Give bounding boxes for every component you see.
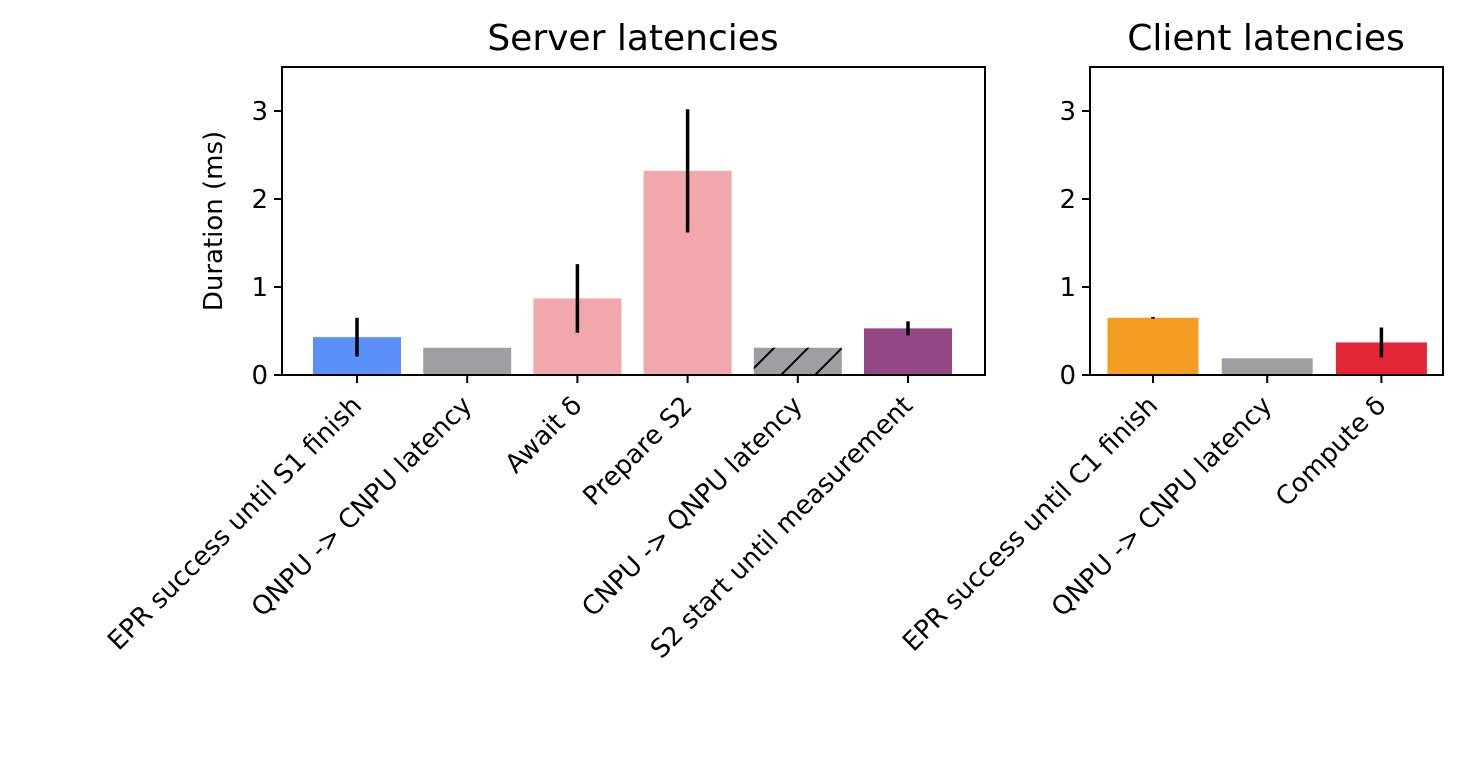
client-panel: Client latencies 0 1 2 3 EPR success until … xyxy=(897,18,1444,658)
server-x-tick-label: Prepare S2 xyxy=(577,391,698,512)
server-bar xyxy=(753,347,842,375)
server-bars xyxy=(313,170,952,375)
client-bars xyxy=(1107,317,1427,375)
server-y-tick-label: 1 xyxy=(251,273,268,303)
server-bar xyxy=(423,347,512,375)
client-y-tick-label: 3 xyxy=(1059,97,1076,127)
server-y-tick-label: 3 xyxy=(251,97,268,127)
server-title: Server latencies xyxy=(487,18,778,59)
server-y-axis-label: Duration (ms) xyxy=(199,131,229,311)
server-error-bars xyxy=(355,109,910,357)
client-title: Client latencies xyxy=(1127,18,1405,59)
server-x-tick-label: Await δ xyxy=(500,391,589,480)
server-x-tick-label: CNPU -> QNPU latency xyxy=(577,391,809,623)
client-bar xyxy=(1107,317,1199,375)
client-y-tick-label: 1 xyxy=(1059,273,1076,303)
server-y-tick-label: 2 xyxy=(251,185,268,215)
server-x-tick-label: QNPU -> CNPU latency xyxy=(246,391,478,623)
server-bar xyxy=(864,328,952,375)
client-x-tick-label: QNPU -> CNPU latency xyxy=(1046,391,1278,623)
server-plot-frame xyxy=(281,66,986,376)
client-y-tick-label: 0 xyxy=(1059,361,1076,391)
server-y-tick-label: 0 xyxy=(251,361,268,391)
server-y-ticks: 0 1 2 3 xyxy=(251,97,282,391)
client-bar xyxy=(1221,358,1313,375)
server-panel: Server latencies Duration (ms) 0 1 2 3 EPR … xyxy=(102,18,986,665)
client-x-tick-label: Compute δ xyxy=(1270,391,1392,513)
client-y-ticks: 0 1 2 3 xyxy=(1059,97,1090,391)
client-y-tick-label: 2 xyxy=(1059,185,1076,215)
client-plot-frame xyxy=(1089,66,1444,376)
client-error-bars xyxy=(1151,316,1384,358)
